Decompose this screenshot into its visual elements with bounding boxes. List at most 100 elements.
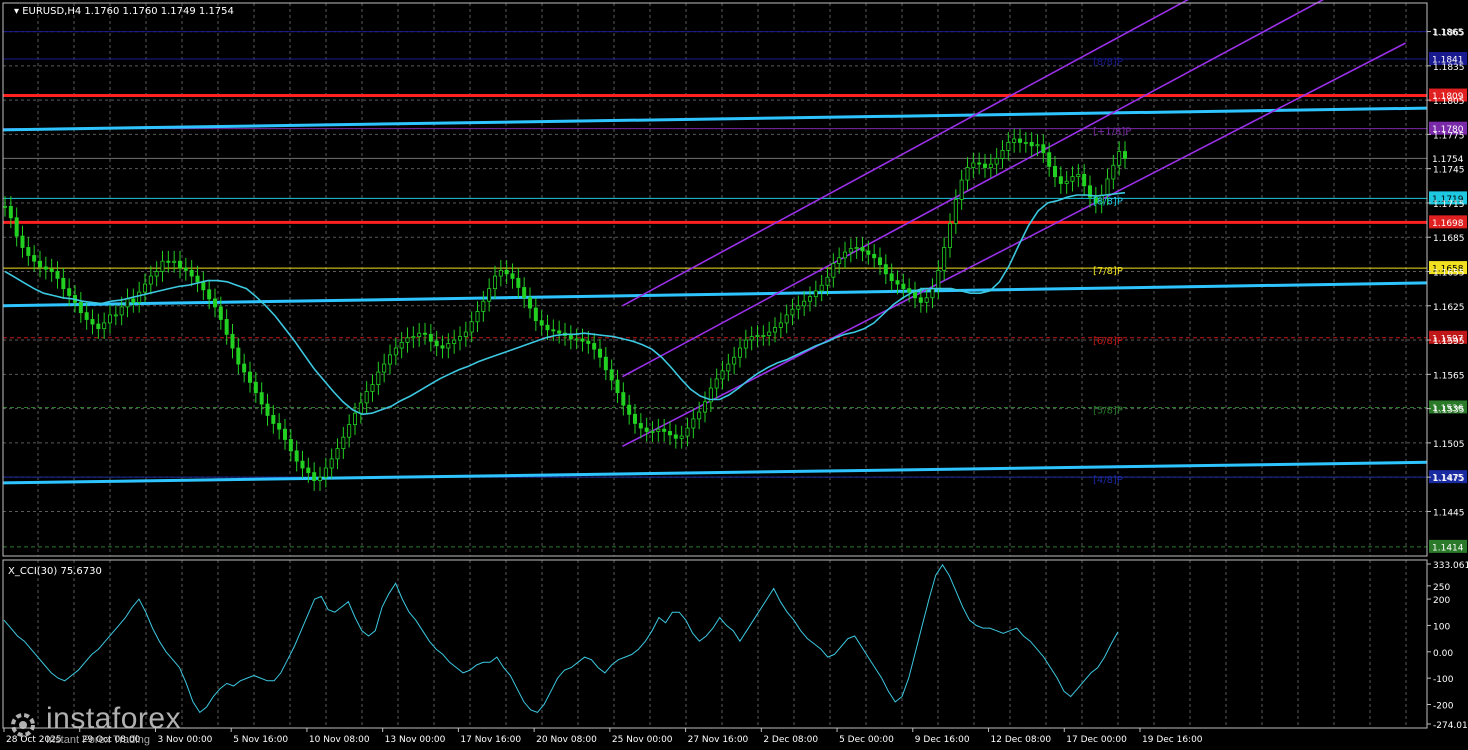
- candle-body: [936, 269, 941, 290]
- candle-body: [1070, 176, 1075, 182]
- candle-body: [720, 370, 725, 380]
- candle-body: [108, 314, 113, 324]
- candle-body: [988, 163, 993, 168]
- candle-body: [726, 363, 731, 372]
- candle-body: [1041, 144, 1046, 154]
- candle-body: [317, 476, 322, 481]
- candle-body: [703, 401, 708, 413]
- candle-body: [773, 327, 778, 333]
- candle-body: [1123, 151, 1128, 159]
- candle-body: [393, 347, 398, 356]
- candle-body: [1023, 141, 1028, 144]
- time-label: 10 Nov 08:00: [309, 735, 370, 745]
- candle-body: [574, 338, 579, 341]
- price-level-box: [1429, 151, 1467, 165]
- price-level-box: [1429, 261, 1467, 275]
- candle-body: [166, 260, 171, 263]
- candle-body: [201, 281, 206, 291]
- channel-line: [622, 0, 1189, 307]
- candle-body: [708, 387, 713, 403]
- regression-channel: [622, 0, 1407, 448]
- candle-body: [819, 284, 824, 292]
- candle-body: [352, 412, 357, 426]
- candle-body: [160, 260, 165, 272]
- candle-body: [907, 288, 912, 293]
- price-axis: 1.1865 1.1835 1.1805 1.1775 1.1745 1.1715 1.16…: [1427, 29, 1465, 518]
- price-level-label: 1.1780: [1432, 125, 1464, 135]
- candle-body: [335, 448, 340, 460]
- candle-body: [662, 428, 667, 432]
- candle-body: [230, 333, 235, 349]
- candle-body: [790, 308, 795, 316]
- candle-body: [417, 332, 422, 338]
- candles: [3, 128, 1128, 491]
- candle-body: [528, 297, 533, 309]
- main-frame: [2, 2, 1428, 557]
- candle-body: [1105, 178, 1110, 196]
- candle-body: [673, 434, 678, 439]
- price-tick-label: 1.1505: [1433, 440, 1465, 450]
- cci-tick-label: 250: [1433, 583, 1450, 593]
- candle-body: [977, 162, 982, 165]
- cci-tick-label: 200: [1433, 596, 1450, 606]
- candle-body: [767, 331, 772, 336]
- time-label: 19 Dec 16:00: [1142, 735, 1203, 745]
- candle-body: [901, 283, 906, 290]
- candle-body: [878, 257, 883, 266]
- indicator-grid: [37, 560, 1407, 728]
- time-label: 9 Dec 16:00: [915, 735, 970, 745]
- price-tick-label: 1.1715: [1433, 200, 1465, 210]
- candle-body: [137, 291, 142, 303]
- instaforex-logo-icon: [11, 713, 35, 737]
- price-level-label: 1.1475: [1432, 474, 1464, 484]
- price-tick-label: 1.1625: [1433, 303, 1465, 313]
- candle-body: [3, 205, 8, 208]
- indicator-frame: [2, 559, 1428, 729]
- candle-body: [265, 403, 270, 416]
- candle-body: [994, 157, 999, 165]
- price-level-box: [1429, 539, 1467, 553]
- trend-line: [2, 281, 1428, 308]
- candle-body: [446, 343, 451, 349]
- price-level-label: 1.1597: [1432, 334, 1464, 344]
- candle-body: [119, 306, 124, 316]
- candle-body: [212, 298, 217, 308]
- price-tick-label: 1.1685: [1433, 234, 1465, 244]
- candle-body: [236, 347, 241, 365]
- candle-body: [207, 289, 212, 300]
- candle-body: [195, 275, 200, 283]
- candle-body: [848, 248, 853, 253]
- candle-body: [67, 288, 72, 296]
- candle-body: [8, 205, 13, 219]
- candle-body: [533, 307, 538, 322]
- time-label: 2 Dec 08:00: [763, 735, 818, 745]
- candle-body: [131, 298, 136, 303]
- candle-body: [370, 384, 375, 392]
- time-label: 28 Oct 2025: [6, 735, 62, 745]
- candle-body: [341, 436, 346, 449]
- candle-body: [825, 276, 830, 286]
- candle-body: [422, 332, 427, 335]
- price-levels: 1.1865 1.1841 1.1809 1.1780 1.1754 1.1719 1.16…: [3, 24, 1467, 553]
- candle-body: [930, 288, 935, 299]
- price-tick-label: 1.1745: [1433, 166, 1465, 176]
- candle-body: [26, 247, 31, 256]
- candle-body: [492, 275, 497, 290]
- candle-body: [323, 467, 328, 478]
- price-level-box: [1429, 51, 1467, 65]
- candle-body: [306, 467, 311, 473]
- moving-average-line: [4, 191, 1126, 416]
- murrey-level-label: [6/8]P: [1093, 336, 1123, 347]
- candle-body: [43, 266, 48, 270]
- candle-body: [1018, 138, 1023, 143]
- candle-body: [621, 392, 626, 406]
- candle-body: [883, 264, 888, 275]
- symbol-readout: ▾ EURUSD,H4 1.1760 1.1760 1.1749 1.1754: [14, 6, 234, 17]
- price-level-label: 1.1865: [1432, 28, 1464, 38]
- candle-body: [434, 340, 439, 347]
- time-label: 12 Dec 08:00: [991, 735, 1052, 745]
- murrey-level-label: [5/8]P: [1093, 405, 1123, 416]
- price-tick-label: 1.1805: [1433, 97, 1465, 107]
- candle-body: [382, 363, 387, 373]
